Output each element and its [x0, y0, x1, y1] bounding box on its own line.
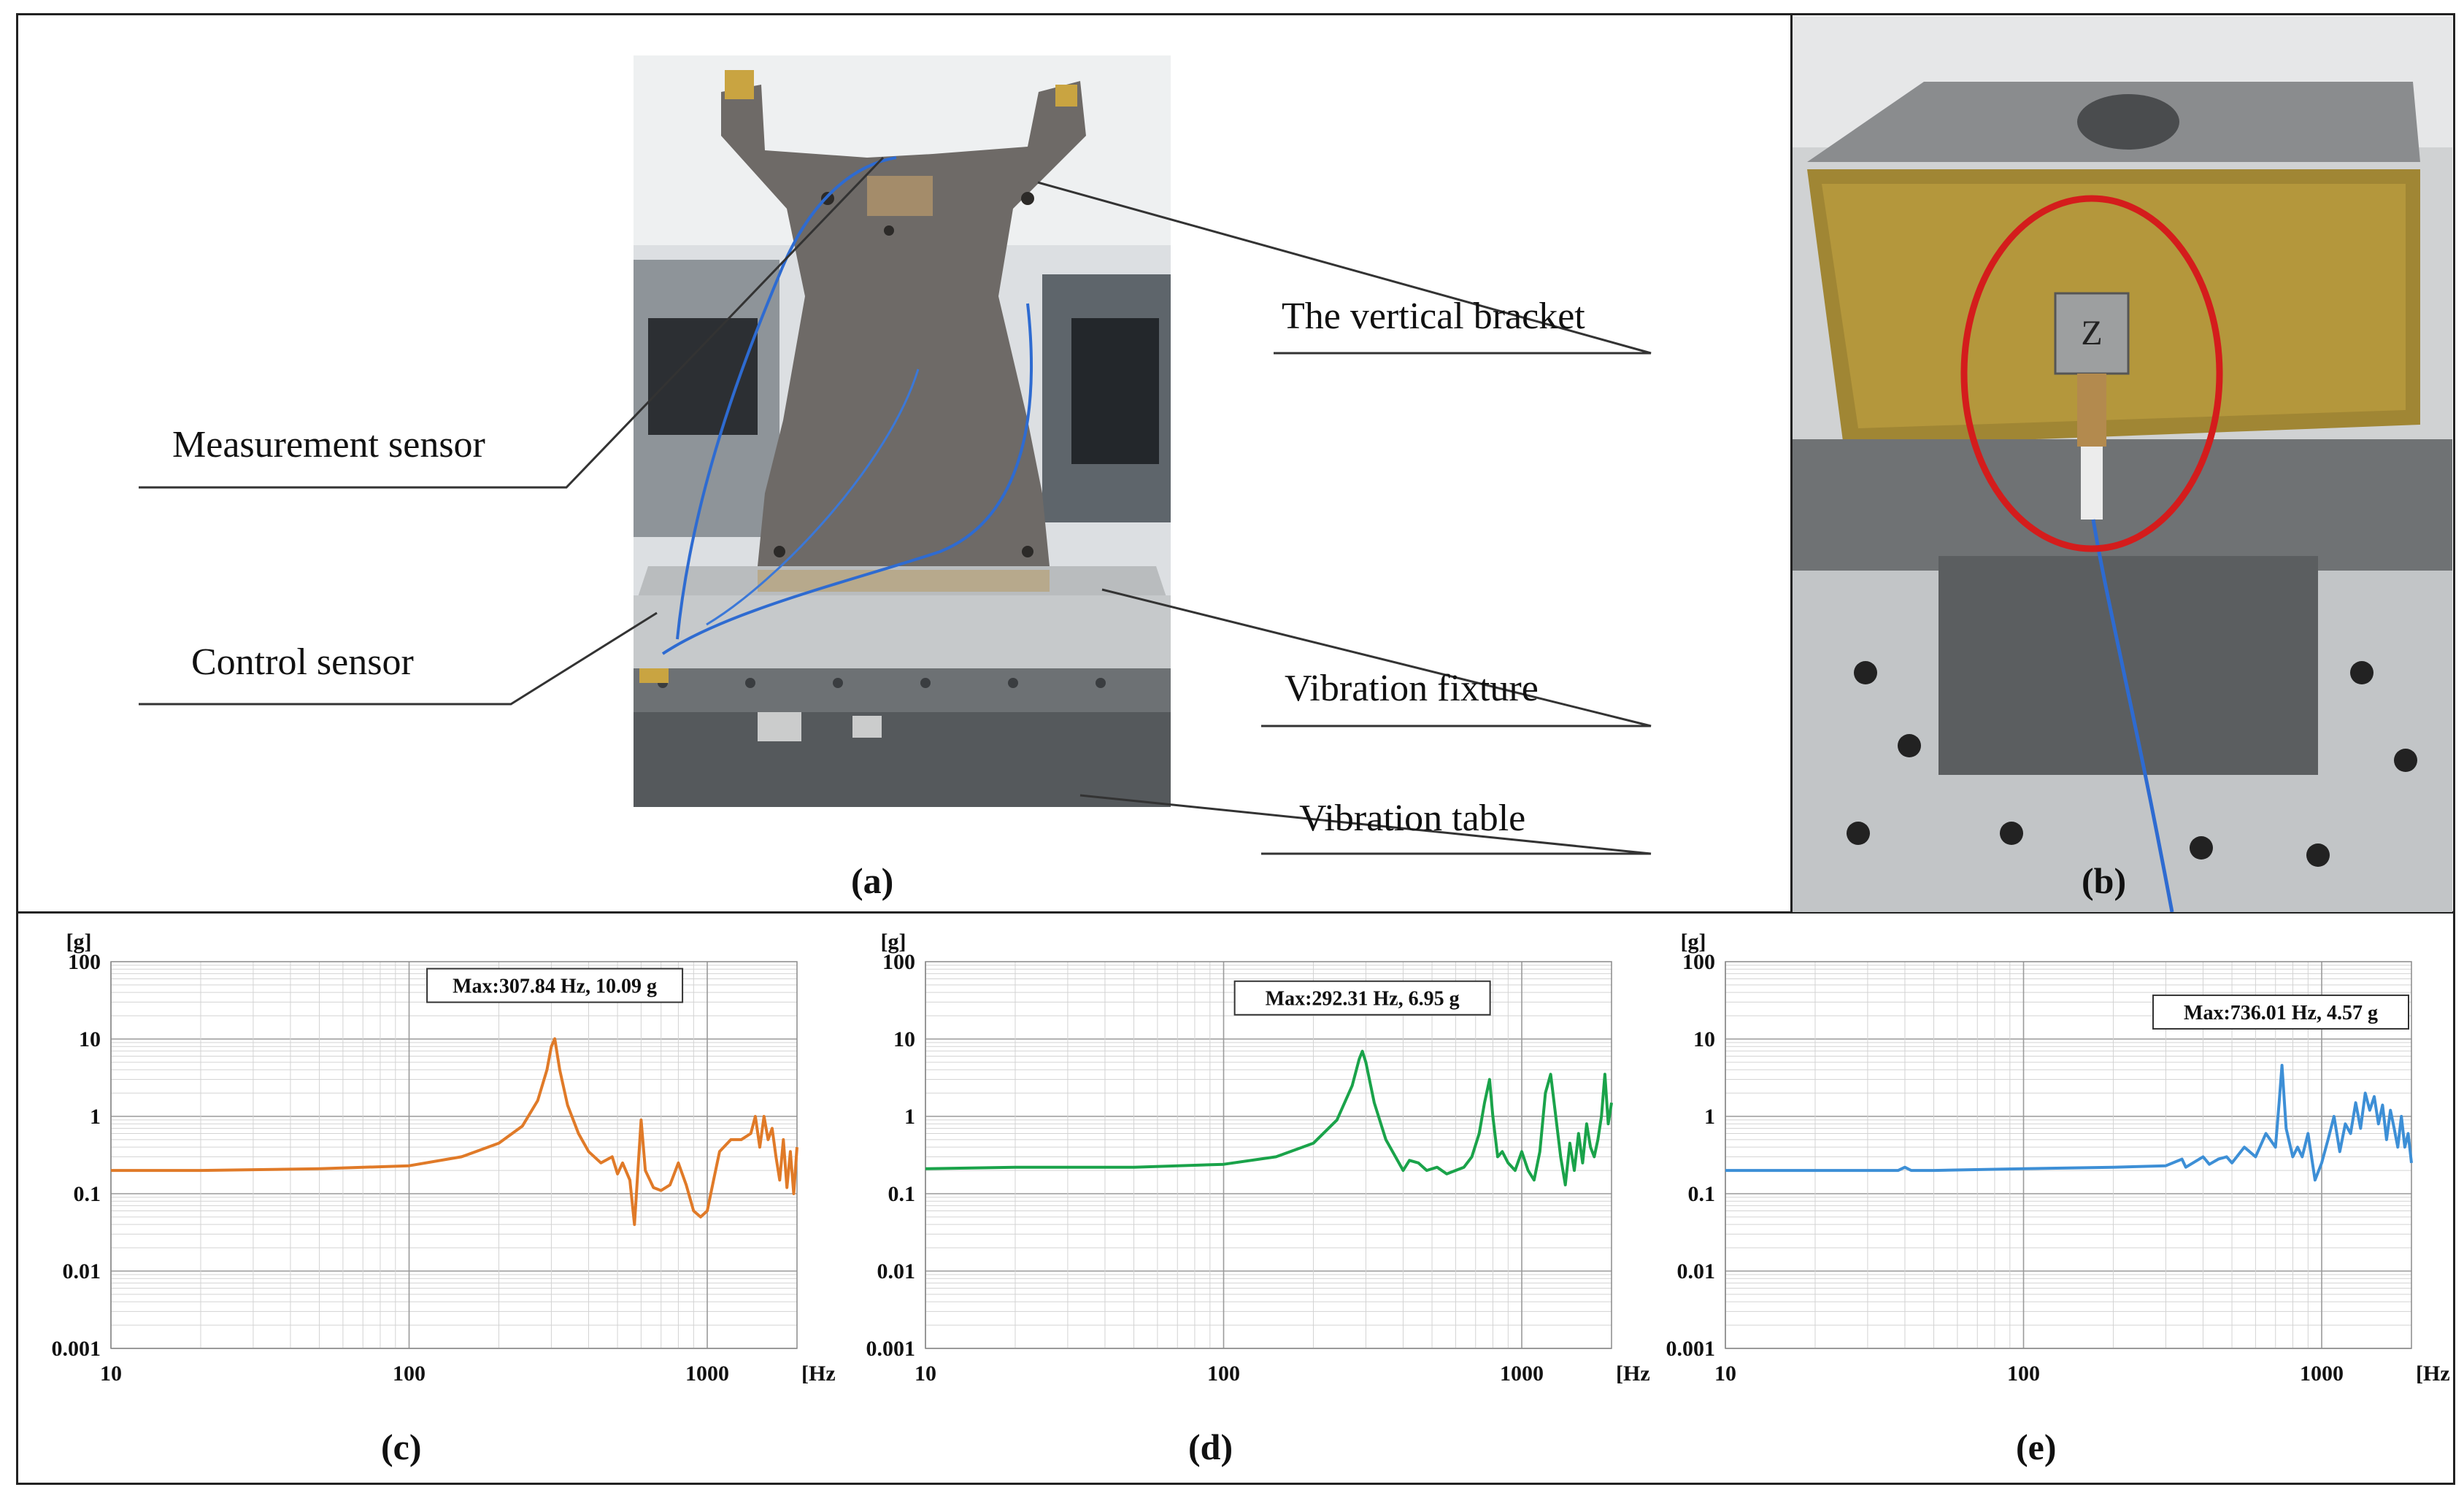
- y-tick-label: 1: [90, 1105, 101, 1129]
- x-tick-label: 10: [1714, 1362, 1736, 1386]
- panel-label-c: (c): [381, 1426, 422, 1467]
- x-tick-label: 1000: [2300, 1362, 2344, 1386]
- callout-vibration-fixture: Vibration fixture: [1285, 668, 1539, 709]
- x-axis-unit-label: [Hz]: [1616, 1362, 1649, 1386]
- y-tick-label: 0.1: [74, 1182, 101, 1206]
- max-annotation: Max:307.84 Hz, 10.09 g: [426, 968, 684, 1003]
- x-axis-unit-label: [Hz]: [801, 1362, 835, 1386]
- chart-grid: [925, 962, 1612, 1349]
- y-tick-label: 0.001: [1666, 1337, 1716, 1361]
- callout-leader-lines: [139, 156, 1652, 855]
- response-series-line: [1725, 1064, 2413, 1182]
- x-tick-label: 10: [100, 1362, 122, 1386]
- y-tick-label: 100: [68, 950, 101, 974]
- y-tick-label: 100: [1682, 950, 1715, 974]
- y-tick-label: 0.1: [1688, 1182, 1716, 1206]
- y-tick-label: 0.001: [52, 1337, 101, 1361]
- panel-label-d: (d): [1188, 1426, 1233, 1467]
- y-tick-label: 100: [882, 950, 915, 974]
- sensor-closeup-photo: Z: [1793, 16, 2452, 912]
- x-tick-label: 1000: [685, 1362, 729, 1386]
- y-tick-label: 1: [904, 1105, 915, 1129]
- max-annotation-text: Max:736.01 Hz, 4.57 g: [2184, 1002, 2378, 1024]
- max-annotation-text: Max:292.31 Hz, 6.95 g: [1266, 988, 1460, 1011]
- x-tick-label: 100: [2007, 1362, 2040, 1386]
- callout-control-sensor: Control sensor: [191, 641, 414, 683]
- response-series-line: [925, 1049, 1613, 1186]
- plot-border: [925, 961, 1612, 1349]
- response-series-line: [111, 1037, 798, 1227]
- frequency-response-chart-e: 0.001 0.01 0.1 1 10 100 10 100 1000 [g] [Hz] Max:73…: [1666, 930, 2450, 1386]
- callout-vertical-bracket: The vertical bracket: [1282, 296, 1585, 337]
- panel-label-a: (a): [851, 860, 894, 901]
- y-tick-label: 0.01: [877, 1259, 916, 1283]
- x-axis-unit-label: [Hz]: [2416, 1362, 2449, 1386]
- max-annotation: Max:292.31 Hz, 6.95 g: [1233, 980, 1491, 1016]
- max-annotation-text: Max:307.84 Hz, 10.09 g: [453, 976, 657, 998]
- plot-border: [110, 961, 798, 1349]
- y-axis-unit-label: [g]: [1681, 930, 1706, 954]
- x-tick-label: 100: [1207, 1362, 1240, 1386]
- callout-vibration-table: Vibration table: [1299, 798, 1526, 839]
- panel-label-e: (e): [2016, 1426, 2057, 1467]
- x-tick-label: 100: [393, 1362, 426, 1386]
- max-annotation: Max:736.01 Hz, 4.57 g: [2152, 995, 2409, 1030]
- y-tick-label: 0.01: [63, 1259, 101, 1283]
- y-tick-label: 0.01: [1677, 1259, 1716, 1283]
- frequency-response-chart-c: 0.001 0.01 0.1 1 10 100 10 100 1000 [g] [Hz] Max:30…: [52, 930, 836, 1386]
- vibration-test-setup-photo: [634, 55, 1171, 807]
- y-axis-unit-label: [g]: [66, 930, 92, 954]
- y-tick-label: 0.1: [888, 1182, 916, 1206]
- y-tick-label: 10: [893, 1027, 915, 1051]
- x-tick-label: 1000: [1500, 1362, 1544, 1386]
- frequency-response-chart-d: 0.001 0.01 0.1 1 10 100 10 100 1000 [g] [Hz] Max:29…: [866, 930, 1650, 1386]
- y-tick-label: 10: [1693, 1027, 1715, 1051]
- figure-frame-bottom: [16, 911, 2455, 1485]
- callout-measurement-sensor: Measurement sensor: [172, 424, 485, 466]
- y-axis-unit-label: [g]: [881, 930, 906, 954]
- sensor-axis-label: Z: [2081, 314, 2102, 352]
- x-tick-label: 10: [915, 1362, 936, 1386]
- y-tick-label: 1: [1704, 1105, 1715, 1129]
- chart-grid: [110, 962, 798, 1349]
- panel-label-b: (b): [2082, 860, 2127, 901]
- y-tick-label: 0.001: [866, 1337, 916, 1361]
- y-tick-label: 10: [79, 1027, 101, 1051]
